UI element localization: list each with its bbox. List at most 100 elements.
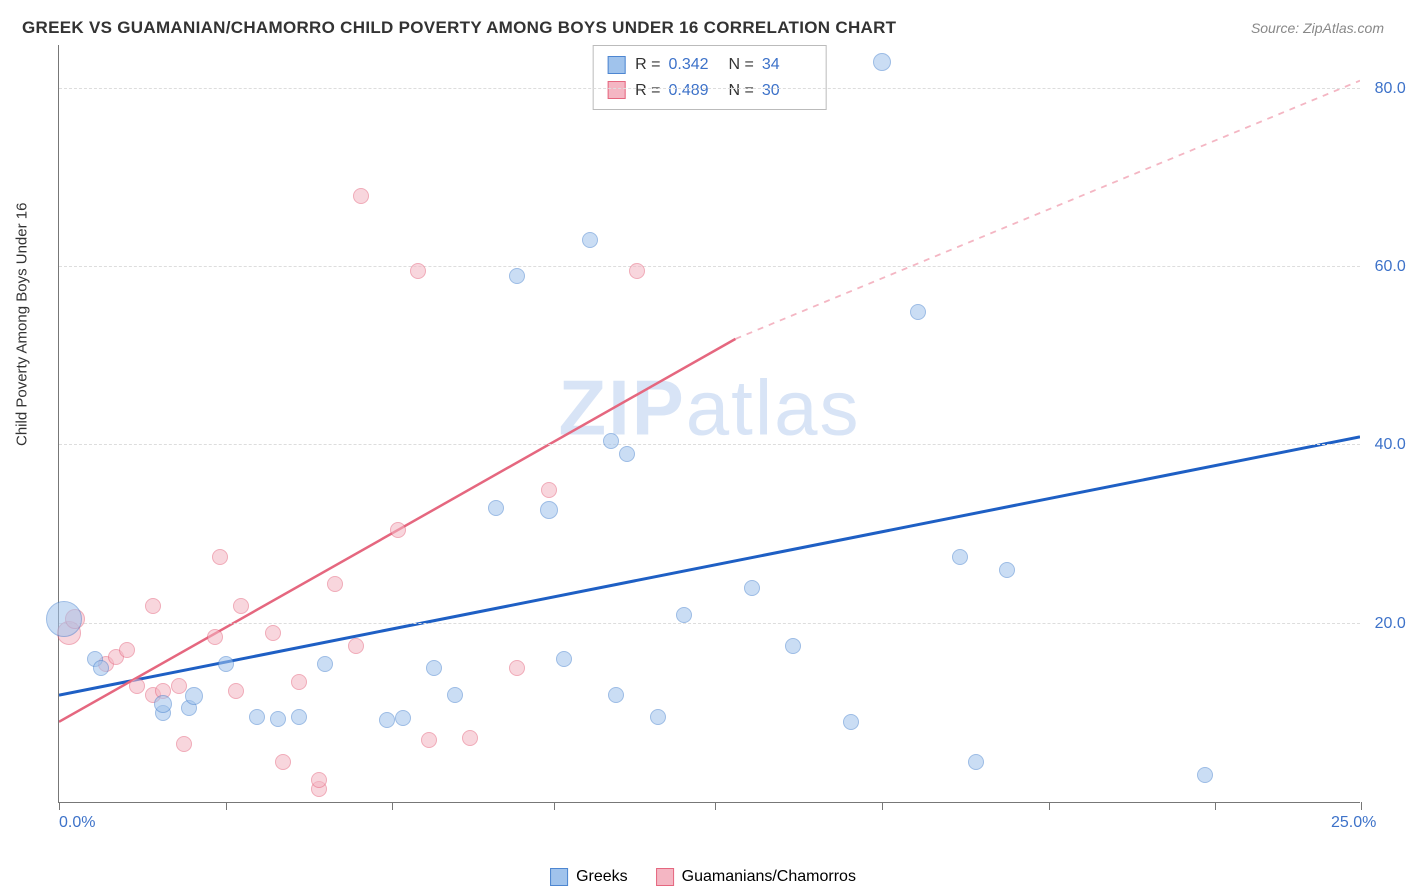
watermark-light: atlas <box>686 364 861 452</box>
swatch-series-b <box>607 81 625 99</box>
scatter-point-a <box>488 500 504 516</box>
watermark-bold: ZIP <box>558 364 685 452</box>
y-axis-label: Child Poverty Among Boys Under 16 <box>14 203 31 446</box>
x-tick <box>1361 802 1362 810</box>
x-tick-label: 0.0% <box>59 814 95 832</box>
y-tick-label: 20.0% <box>1375 615 1406 633</box>
gridline <box>59 266 1360 267</box>
scatter-point-b <box>390 522 406 538</box>
x-tick <box>1215 802 1216 810</box>
trend-line <box>59 437 1360 695</box>
scatter-point-b <box>327 576 343 592</box>
scatter-point-b <box>145 598 161 614</box>
scatter-point-a <box>249 709 265 725</box>
y-tick-label: 60.0% <box>1375 258 1406 276</box>
legend-label-a: Greeks <box>576 868 628 886</box>
stat-r-b: 0.489 <box>669 78 719 104</box>
scatter-point-a <box>447 687 463 703</box>
scatter-point-b <box>509 660 525 676</box>
scatter-point-b <box>421 732 437 748</box>
stat-n-label-b: N = <box>729 78 754 104</box>
legend-label-b: Guamanians/Chamorros <box>682 868 856 886</box>
stat-n-a: 34 <box>762 52 812 78</box>
x-tick-label: 25.0% <box>1331 814 1376 832</box>
scatter-point-b <box>212 549 228 565</box>
scatter-point-a <box>270 711 286 727</box>
scatter-point-a <box>603 433 619 449</box>
scatter-point-b <box>348 638 364 654</box>
legend: Greeks Guamanians/Chamorros <box>550 868 856 886</box>
scatter-point-a <box>873 53 891 71</box>
scatter-point-b <box>176 736 192 752</box>
x-tick <box>59 802 60 810</box>
legend-item-a: Greeks <box>550 868 628 886</box>
scatter-point-a <box>395 710 411 726</box>
scatter-point-b <box>541 482 557 498</box>
legend-swatch-b <box>656 868 674 886</box>
x-tick <box>226 802 227 810</box>
y-tick-label: 80.0% <box>1375 80 1406 98</box>
scatter-point-a <box>379 712 395 728</box>
scatter-point-a <box>509 268 525 284</box>
x-tick <box>1049 802 1050 810</box>
scatter-point-b <box>129 678 145 694</box>
stat-n-label: N = <box>729 52 754 78</box>
scatter-point-a <box>952 549 968 565</box>
x-tick <box>392 802 393 810</box>
scatter-point-a <box>582 232 598 248</box>
scatter-point-a <box>968 754 984 770</box>
scatter-point-b <box>353 188 369 204</box>
scatter-point-a <box>843 714 859 730</box>
trend-line <box>736 81 1360 339</box>
scatter-point-a <box>317 656 333 672</box>
scatter-point-a <box>93 660 109 676</box>
scatter-point-a <box>999 562 1015 578</box>
scatter-point-a <box>185 687 203 705</box>
scatter-point-b <box>119 642 135 658</box>
scatter-point-a <box>218 656 234 672</box>
chart-title: GREEK VS GUAMANIAN/CHAMORRO CHILD POVERT… <box>22 18 896 38</box>
scatter-point-a <box>1197 767 1213 783</box>
scatter-point-b <box>171 678 187 694</box>
x-tick <box>554 802 555 810</box>
legend-swatch-a <box>550 868 568 886</box>
scatter-point-a <box>910 304 926 320</box>
legend-item-b: Guamanians/Chamorros <box>656 868 856 886</box>
scatter-point-a <box>608 687 624 703</box>
scatter-point-a <box>426 660 442 676</box>
scatter-point-b <box>311 772 327 788</box>
y-tick-label: 40.0% <box>1375 436 1406 454</box>
scatter-point-b <box>228 683 244 699</box>
scatter-point-a <box>676 607 692 623</box>
scatter-point-b <box>275 754 291 770</box>
plot-area: ZIPatlas R = 0.342 N = 34 R = 0.489 N = … <box>58 45 1360 803</box>
scatter-point-b <box>265 625 281 641</box>
gridline <box>59 623 1360 624</box>
scatter-point-b <box>207 629 223 645</box>
scatter-point-a <box>540 501 558 519</box>
scatter-point-a <box>556 651 572 667</box>
scatter-point-a <box>291 709 307 725</box>
trend-lines-layer <box>59 45 1360 802</box>
gridline <box>59 444 1360 445</box>
scatter-point-b <box>410 263 426 279</box>
chart-header: GREEK VS GUAMANIAN/CHAMORRO CHILD POVERT… <box>22 18 1384 38</box>
scatter-point-b <box>462 730 478 746</box>
scatter-point-a <box>619 446 635 462</box>
scatter-point-a <box>650 709 666 725</box>
stats-row-a: R = 0.342 N = 34 <box>607 52 812 78</box>
scatter-point-a <box>46 601 82 637</box>
gridline <box>59 88 1360 89</box>
scatter-point-b <box>629 263 645 279</box>
stats-row-b: R = 0.489 N = 30 <box>607 78 812 104</box>
scatter-point-a <box>785 638 801 654</box>
scatter-point-b <box>233 598 249 614</box>
source-label: Source: ZipAtlas.com <box>1251 20 1384 36</box>
stat-r-label: R = <box>635 52 660 78</box>
x-tick <box>715 802 716 810</box>
scatter-point-a <box>154 695 172 713</box>
scatter-point-a <box>744 580 760 596</box>
stats-box: R = 0.342 N = 34 R = 0.489 N = 30 <box>592 45 827 110</box>
stat-r-label-b: R = <box>635 78 660 104</box>
stat-n-b: 30 <box>762 78 812 104</box>
